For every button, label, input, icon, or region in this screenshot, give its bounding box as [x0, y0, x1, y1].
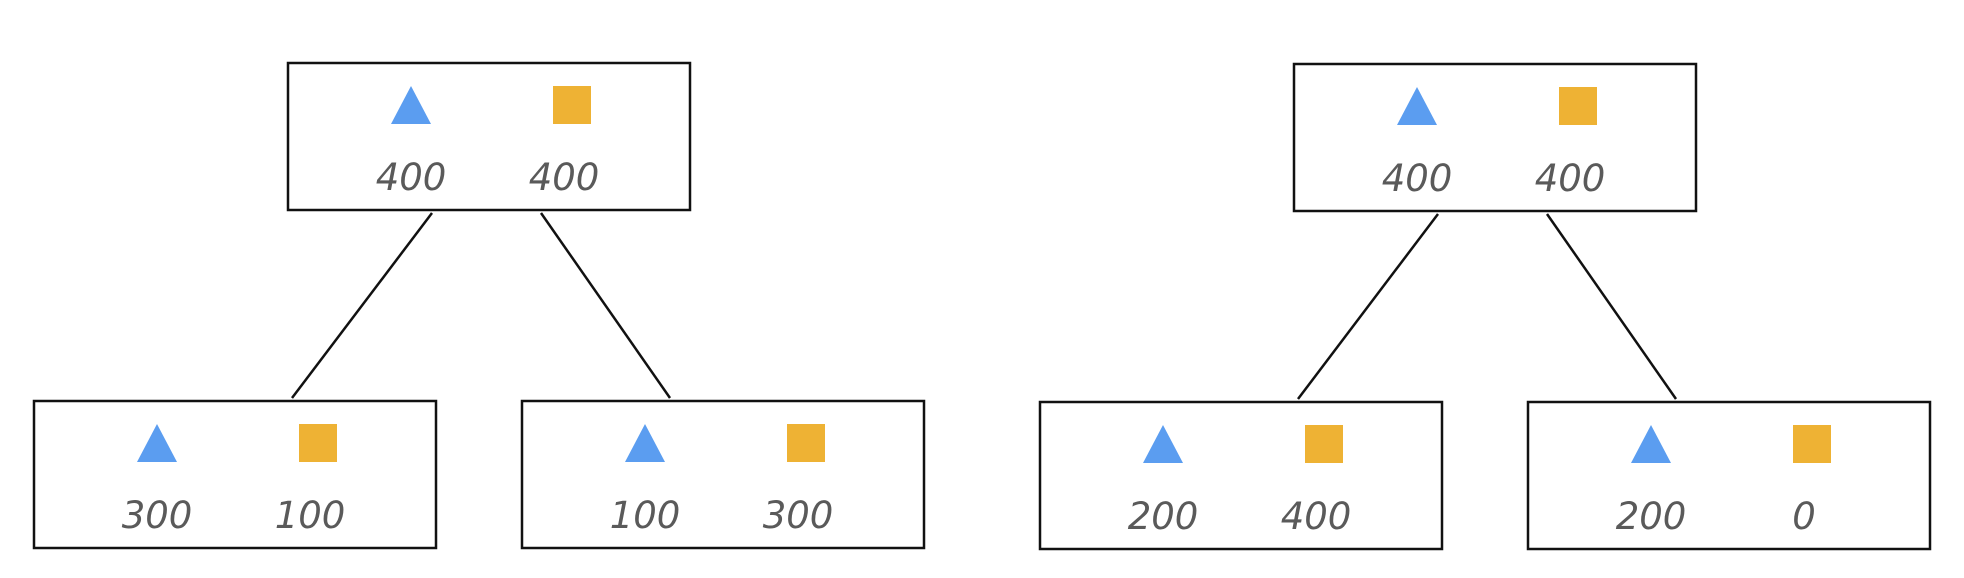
triangle-count: 300 [122, 494, 193, 537]
triangle-count: 200 [1616, 495, 1687, 538]
square-count: 400 [529, 156, 600, 199]
square-count: 400 [1281, 495, 1352, 538]
node-right: 200 0 [1526, 400, 1932, 551]
square-icon [1793, 425, 1831, 463]
square-count: 300 [763, 494, 834, 537]
square-icon [553, 86, 591, 124]
edge-root-right [1545, 213, 1678, 400]
triangle-count: 400 [376, 156, 447, 199]
edge-root-right [539, 212, 672, 399]
square-count: 100 [275, 494, 346, 537]
triangle-icon [1397, 87, 1437, 125]
square-icon [787, 424, 825, 462]
triangle-count: 100 [610, 494, 681, 537]
triangle-count: 200 [1128, 495, 1199, 538]
node-box [32, 399, 438, 550]
node-left: 200 400 [1038, 400, 1444, 551]
edge-root-left [1297, 213, 1439, 400]
node-box [1526, 400, 1932, 551]
triangle-icon [625, 424, 665, 462]
node-root: 400 400 [1292, 62, 1698, 213]
triangle-icon [391, 86, 431, 124]
node-root: 400 400 [286, 61, 692, 212]
square-count: 400 [1535, 157, 1606, 200]
node-box [1038, 400, 1444, 551]
node-box [1292, 62, 1698, 213]
node-box [286, 61, 692, 212]
triangle-icon [1143, 425, 1183, 463]
tree-1: 400 400 200 400 200 0 [1038, 62, 1932, 551]
tree-0: 400 400 300 100 100 300 [32, 61, 926, 550]
triangle-count: 400 [1382, 157, 1453, 200]
node-box [520, 399, 926, 550]
node-left: 300 100 [32, 399, 438, 550]
edge-root-left [291, 212, 433, 399]
square-icon [299, 424, 337, 462]
triangle-icon [1631, 425, 1671, 463]
node-right: 100 300 [520, 399, 926, 550]
triangle-icon [137, 424, 177, 462]
square-count: 0 [1792, 495, 1816, 538]
square-icon [1305, 425, 1343, 463]
square-icon [1559, 87, 1597, 125]
